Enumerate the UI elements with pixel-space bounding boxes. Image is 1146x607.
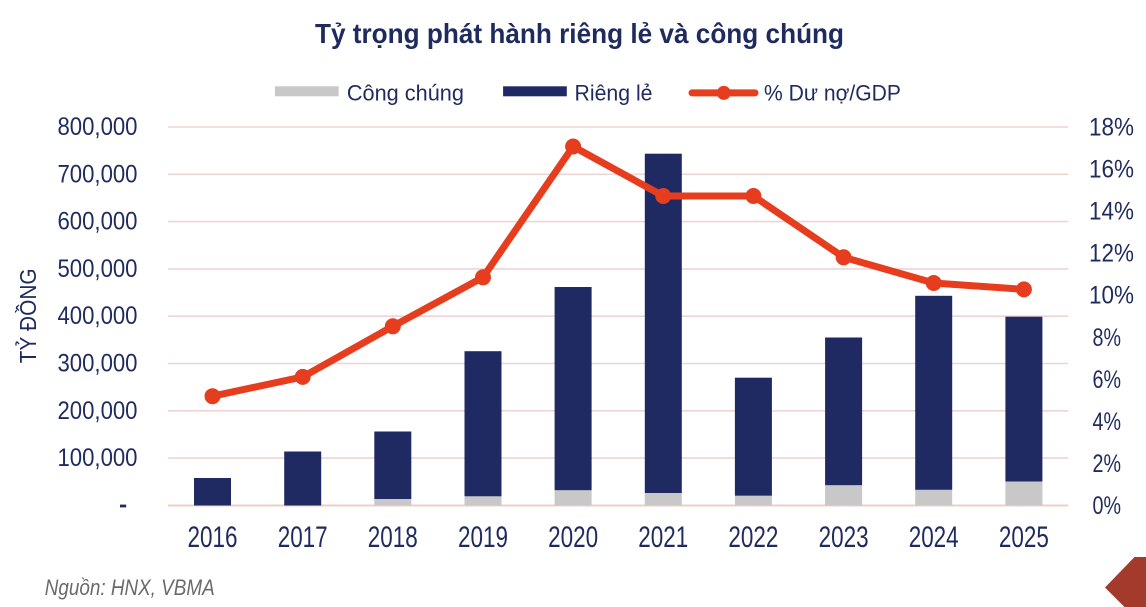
svg-text:2022: 2022: [728, 521, 778, 554]
svg-text:2018: 2018: [368, 521, 418, 554]
svg-text:10%: 10%: [1089, 282, 1134, 310]
svg-text:700,000: 700,000: [58, 160, 138, 188]
svg-text:2024: 2024: [909, 521, 959, 554]
svg-text:14%: 14%: [1089, 198, 1134, 226]
svg-text:Công chúng: Công chúng: [347, 81, 464, 106]
svg-text:300,000: 300,000: [58, 350, 138, 378]
svg-text:Tỷ trọng phát hành riêng lẻ và: Tỷ trọng phát hành riêng lẻ và công chún…: [315, 18, 844, 49]
svg-text:2021: 2021: [638, 521, 688, 554]
svg-text:500,000: 500,000: [58, 255, 138, 283]
svg-text:2020: 2020: [548, 521, 598, 554]
svg-text:% Dư nợ/GDP: % Dư nợ/GDP: [764, 81, 901, 106]
svg-text:2017: 2017: [278, 521, 328, 554]
svg-text:2016: 2016: [188, 521, 238, 554]
svg-text:Riêng lẻ: Riêng lẻ: [575, 81, 653, 106]
svg-text:2023: 2023: [819, 521, 869, 554]
svg-text:Nguồn: HNX, VBMA: Nguồn: HNX, VBMA: [45, 575, 215, 600]
svg-text:8%: 8%: [1093, 324, 1122, 352]
svg-text:100,000: 100,000: [58, 444, 138, 472]
svg-text:2019: 2019: [458, 521, 508, 554]
svg-text:2025: 2025: [999, 521, 1049, 554]
svg-text:TỶ ĐỒNG: TỶ ĐỒNG: [13, 268, 41, 363]
svg-text:0%: 0%: [1093, 492, 1122, 520]
svg-text:200,000: 200,000: [58, 397, 138, 425]
svg-text:800,000: 800,000: [58, 113, 138, 141]
svg-text:6%: 6%: [1093, 366, 1122, 394]
svg-text:4%: 4%: [1093, 408, 1122, 436]
svg-text:2%: 2%: [1093, 450, 1122, 478]
svg-text:12%: 12%: [1089, 240, 1134, 268]
svg-text:18%: 18%: [1089, 114, 1134, 142]
svg-text:600,000: 600,000: [58, 208, 138, 236]
svg-text:400,000: 400,000: [58, 302, 138, 330]
svg-text:16%: 16%: [1089, 156, 1134, 184]
